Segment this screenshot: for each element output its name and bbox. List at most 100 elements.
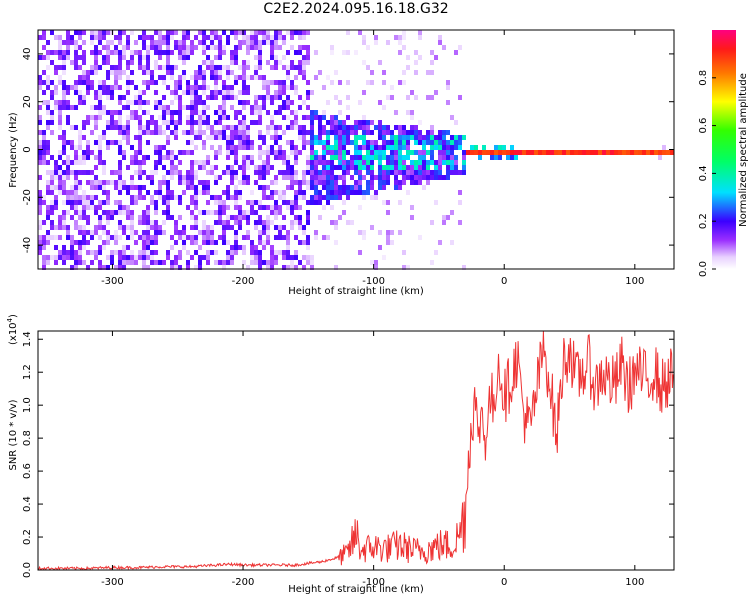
heatmap-cell bbox=[186, 85, 190, 90]
heatmap-cell bbox=[274, 215, 278, 220]
heatmap-cell bbox=[258, 175, 262, 180]
heatmap-cell bbox=[386, 155, 390, 160]
heatmap-cell bbox=[174, 165, 178, 170]
heatmap-cell bbox=[202, 185, 206, 190]
heatmap-cell bbox=[306, 45, 310, 50]
heatmap-cell bbox=[418, 120, 422, 125]
heatmap-cell bbox=[190, 150, 194, 155]
heatmap-cell bbox=[314, 195, 318, 200]
heatmap-cell bbox=[274, 90, 278, 95]
heatmap-cell bbox=[410, 135, 414, 140]
heatmap-cell bbox=[414, 50, 418, 55]
heatmap-cell bbox=[338, 215, 342, 220]
heatmap-cell bbox=[162, 40, 166, 45]
heatmap-cell bbox=[226, 165, 230, 170]
heatmap-cell bbox=[178, 215, 182, 220]
heatmap-cell bbox=[118, 140, 122, 145]
heatmap-cell bbox=[366, 160, 370, 165]
heatmap-cell bbox=[378, 170, 382, 175]
heatmap-cell bbox=[306, 160, 310, 165]
heatmap-cell bbox=[166, 205, 170, 210]
heatmap-cell bbox=[214, 75, 218, 80]
heatmap-cell bbox=[294, 120, 298, 125]
heatmap-cell bbox=[162, 95, 166, 100]
heatmap-cell bbox=[310, 130, 314, 135]
heatmap-cell bbox=[194, 35, 198, 40]
heatmap-cell bbox=[146, 65, 150, 70]
heatmap-cell bbox=[410, 175, 414, 180]
heatmap-cell bbox=[234, 155, 238, 160]
heatmap-cell bbox=[374, 150, 378, 155]
heatmap-cell bbox=[146, 50, 150, 55]
heatmap-cell bbox=[82, 150, 86, 155]
heatmap-cell bbox=[298, 180, 302, 185]
heatmap-cell bbox=[74, 50, 78, 55]
heatmap-cell bbox=[66, 40, 70, 45]
heatmap-cell bbox=[102, 45, 106, 50]
heatmap-cell bbox=[198, 230, 202, 235]
heatmap-cell bbox=[58, 125, 62, 130]
heatmap-cell bbox=[306, 155, 310, 160]
heatmap-cell bbox=[134, 185, 138, 190]
heatmap-cell bbox=[258, 235, 262, 240]
heatmap-cell bbox=[90, 185, 94, 190]
heatmap-cell bbox=[98, 205, 102, 210]
heatmap-cell bbox=[238, 145, 242, 150]
heatmap-cell bbox=[78, 100, 82, 105]
heatmap-cell bbox=[334, 180, 338, 185]
heatmap-cell bbox=[202, 160, 206, 165]
heatmap-cell bbox=[138, 100, 142, 105]
heatmap-cell bbox=[50, 50, 54, 55]
heatmap-cell bbox=[378, 160, 382, 165]
heatmap-cell bbox=[270, 180, 274, 185]
heatmap-cell bbox=[238, 75, 242, 80]
heatmap-cell bbox=[162, 110, 166, 115]
heatmap-cell bbox=[190, 75, 194, 80]
heatmap-cell bbox=[342, 165, 346, 170]
heatmap-cell bbox=[262, 135, 266, 140]
heatmap-cell bbox=[82, 260, 86, 265]
heatmap-cell bbox=[142, 130, 146, 135]
heatmap-cell bbox=[166, 140, 170, 145]
heatmap-cell bbox=[390, 145, 394, 150]
heatmap-cell bbox=[106, 120, 110, 125]
heatmap-cell bbox=[98, 145, 102, 150]
heatmap-cell bbox=[314, 115, 318, 120]
heatmap-cell bbox=[98, 200, 102, 205]
heatmap-cell bbox=[266, 235, 270, 240]
heatmap-cell bbox=[82, 215, 86, 220]
heatmap-cell bbox=[210, 195, 214, 200]
heatmap-cell bbox=[98, 260, 102, 265]
heatmap-cell bbox=[142, 210, 146, 215]
heatmap-cell bbox=[226, 75, 230, 80]
heatmap-cell bbox=[178, 235, 182, 240]
heatmap-cell bbox=[166, 30, 170, 35]
heatmap-cell bbox=[170, 165, 174, 170]
heatmap-cell bbox=[54, 70, 58, 75]
heatmap-cell bbox=[66, 165, 70, 170]
heatmap-cell bbox=[310, 150, 314, 155]
heatmap-cell bbox=[178, 150, 182, 155]
heatmap-cell bbox=[226, 255, 230, 260]
heatmap-cell bbox=[318, 200, 322, 205]
heatmap-cell bbox=[70, 265, 74, 270]
heatmap-cell bbox=[350, 140, 354, 145]
heatmap-cell bbox=[418, 165, 422, 170]
heatmap-cell bbox=[118, 145, 122, 150]
heatmap-cell bbox=[234, 60, 238, 65]
heatmap-cell bbox=[318, 120, 322, 125]
heatmap-cell bbox=[210, 75, 214, 80]
heatmap-cell bbox=[310, 125, 314, 130]
heatmap-cell bbox=[190, 40, 194, 45]
heatmap-cell bbox=[398, 80, 402, 85]
heatmap-cell bbox=[254, 165, 258, 170]
heatmap-cell bbox=[454, 165, 458, 170]
heatmap-cell bbox=[222, 135, 226, 140]
heatmap-cell bbox=[162, 50, 166, 55]
heatmap-cell bbox=[414, 140, 418, 145]
heatmap-cell bbox=[166, 170, 170, 175]
heatmap-cell bbox=[126, 115, 130, 120]
heatmap-cell bbox=[82, 100, 86, 105]
heatmap-cell bbox=[242, 130, 246, 135]
